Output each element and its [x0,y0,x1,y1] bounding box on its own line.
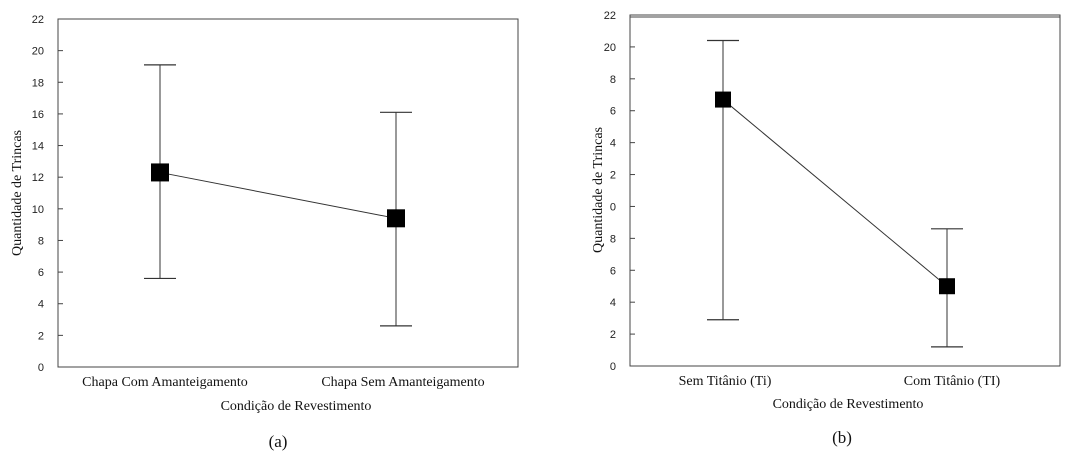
y-tick-label: 10 [32,204,44,216]
y-tick-label: 8 [610,233,616,245]
y-tick-label: 0 [610,361,616,373]
x-category-label: Chapa Sem Amanteigamento [321,375,484,390]
y-tick-label: 20 [32,46,44,58]
y-tick-label: 2 [610,170,616,182]
x-category-label: Sem Titânio (Ti) [679,374,772,389]
series-line [722,99,948,287]
series-line [159,171,397,219]
y-axis-title-b: Quantidade de Trincas [591,127,606,253]
y-tick-label: 4 [610,297,616,309]
y-tick-label: 12 [32,172,44,184]
plot-frame-a [57,18,519,368]
mean-point [939,278,955,295]
y-tick-label: 0 [610,201,616,213]
marks-b [707,39,963,348]
y-tick-label: 20 [604,42,616,54]
y-tick-label: 6 [38,267,44,279]
y-tick-label: 14 [32,141,44,153]
mean-point [151,163,169,182]
y-ticks-a: 0 2 4 6 8 10 12 14 16 18 20 22 [32,14,63,374]
y-tick-label: 4 [38,299,44,311]
mean-point [715,91,731,108]
y-tick-label: 18 [32,77,44,89]
y-tick-label: 8 [610,74,616,86]
x-category-label: Chapa Com Amanteigamento [82,375,248,390]
y-tick-label: 2 [38,330,44,342]
y-ticks-b: 0 2 4 6 8 0 2 4 6 8 20 22 [604,10,635,373]
x-axis-title-b: Condição de Revestimento [773,397,924,412]
marks-a [144,64,412,327]
y-tick-label: 8 [38,235,44,247]
x-axis-title-a: Condição de Revestimento [221,399,372,414]
y-axis-title-a: Quantidade de Trincas [10,130,25,256]
y-tick-label: 2 [610,329,616,341]
chart-a: 0 2 4 6 8 10 12 14 16 18 20 22 Chapa Com Amanteigam… [10,14,519,451]
mean-point [387,209,405,228]
y-tick-label: 6 [610,106,616,118]
y-tick-label: 0 [38,362,44,374]
x-category-label: Com Titânio (TI) [904,374,1001,389]
chart-b: 0 2 4 6 8 0 2 4 6 8 20 22 Sem Titânio (Ti) Com Titâ… [591,10,1061,447]
y-tick-label: 6 [610,265,616,277]
y-tick-label: 22 [604,10,616,22]
plot-frame-b [629,14,1061,367]
y-tick-label: 4 [610,138,616,150]
y-tick-label: 22 [32,14,44,26]
panel-label-b: (b) [832,428,852,447]
panel-label-a: (a) [269,432,288,451]
y-tick-label: 16 [32,109,44,121]
